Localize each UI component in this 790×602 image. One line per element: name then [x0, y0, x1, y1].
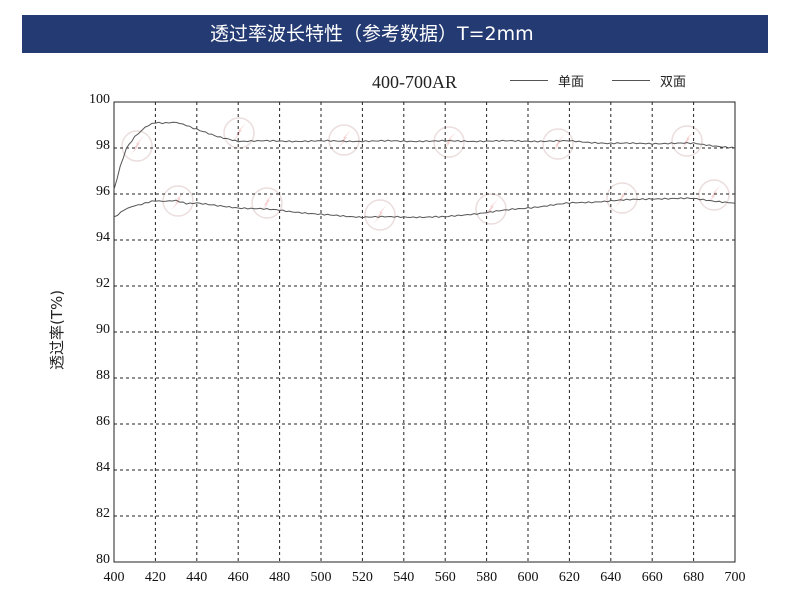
watermark-seal — [542, 128, 574, 160]
x-tick-label: 600 — [518, 570, 539, 585]
watermark-seal — [433, 126, 465, 158]
legend-line-single — [510, 79, 548, 81]
x-tick-label: 460 — [228, 570, 249, 585]
y-tick-labels: 80 82 84 86 88 90 92 94 96 98 100 — [89, 92, 110, 567]
y-tick-label: 92 — [96, 276, 110, 291]
watermark-seal — [328, 124, 360, 156]
y-tick-label: 94 — [96, 230, 110, 245]
y-tick-label: 98 — [96, 138, 110, 153]
x-tick-label: 520 — [352, 570, 373, 585]
y-tick-label: 100 — [89, 92, 110, 107]
y-tick-label: 86 — [96, 414, 110, 429]
x-tick-label: 680 — [683, 570, 704, 585]
x-tick-labels: 400 420 440 460 480 500 520 540 560 580 600 620 640 6… — [104, 570, 746, 585]
y-tick-label: 82 — [96, 506, 110, 521]
series-group — [113, 121, 736, 219]
legend-line-double — [612, 79, 650, 81]
grid-lines — [114, 102, 735, 562]
watermark-seal — [121, 130, 153, 162]
x-tick-label: 580 — [476, 570, 497, 585]
x-tick-label: 640 — [600, 570, 621, 585]
watermark-seal — [671, 125, 703, 157]
legend-item-single: 单面 — [510, 71, 585, 90]
y-tick-label: 96 — [96, 184, 110, 199]
header-banner: 透过率波长特性（参考数据）T=2mm — [22, 15, 768, 53]
x-tick-label: 660 — [642, 570, 663, 585]
x-tick-label: 420 — [145, 570, 166, 585]
y-tick-label: 84 — [96, 460, 110, 475]
x-tick-label: 620 — [559, 570, 580, 585]
watermark-seal — [606, 182, 638, 214]
legend-label-double: 双面 — [660, 74, 687, 90]
y-tick-label: 88 — [96, 368, 110, 383]
watermark-seal — [475, 193, 507, 225]
watermark-seal — [364, 199, 396, 231]
x-tick-label: 480 — [269, 570, 290, 585]
chart-title: 400-700AR — [372, 72, 457, 92]
series-line-double — [113, 121, 736, 190]
x-tick-label: 400 — [104, 570, 125, 585]
x-tick-label: 540 — [393, 570, 414, 585]
plot-frame — [113, 101, 736, 563]
watermark-seal — [223, 117, 255, 149]
legend-item-double: 双面 — [612, 71, 687, 90]
y-tick-label: 90 — [96, 322, 110, 337]
watermark-seal — [251, 187, 283, 219]
x-tick-label: 700 — [725, 570, 746, 585]
legend-label-single: 单面 — [558, 74, 585, 90]
series-line-single — [113, 197, 736, 219]
x-tick-label: 440 — [186, 570, 207, 585]
x-tick-label: 560 — [435, 570, 456, 585]
x-tick-label: 500 — [311, 570, 332, 585]
page-title: 透过率波长特性（参考数据）T=2mm — [210, 23, 534, 45]
y-tick-label: 80 — [96, 552, 110, 567]
watermark-seal — [698, 179, 730, 211]
